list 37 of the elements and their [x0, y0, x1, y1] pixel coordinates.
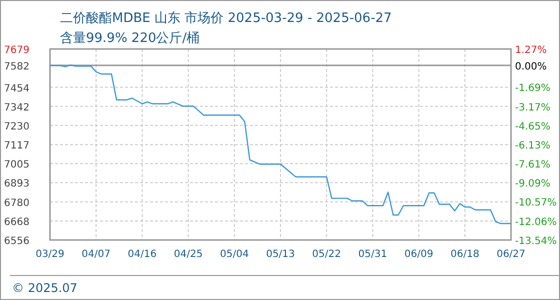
x-tick-label: 06/18: [450, 249, 480, 260]
y-tick-label: 7679: [4, 45, 30, 56]
y2-tick-label: -12.06%: [515, 216, 557, 228]
line-series: [49, 64, 512, 224]
y2-tick-label: -7.61%: [515, 160, 550, 171]
y2-tick-label: -9.09%: [515, 178, 550, 190]
y-tick-label: 6668: [4, 216, 30, 228]
x-tick-label: 03/29: [36, 249, 64, 260]
x-tick-label: 04/16: [128, 249, 157, 260]
x-tick-label: 06/09: [404, 249, 434, 260]
y2-tick-label: -13.54%: [515, 236, 557, 247]
chart-subtitle: 含量99.9% 220公斤/桶: [60, 31, 200, 46]
x-tick-label: 06/27: [496, 249, 526, 260]
x-tick-label: 04/07: [82, 249, 111, 260]
y2-tick-label: -4.65%: [515, 121, 550, 132]
y-tick-label: 6556: [4, 236, 30, 247]
x-tick-label: 05/13: [266, 249, 295, 260]
y2-tick-label: 0.00%: [515, 61, 547, 72]
chart-title: 二价酸酯MDBE 山东 市场价 2025-03-29 - 2025-06-27: [60, 11, 392, 26]
text: © 2025.07: [12, 281, 78, 295]
x-tick-label: 04/25: [174, 249, 203, 260]
x-tick-label: 05/22: [312, 249, 342, 260]
y2-tick-label: -6.13%: [515, 140, 550, 152]
y-tick-label: 6893: [4, 178, 30, 190]
y-tick-label: 7582: [4, 62, 30, 72]
y-tick-label: 7230: [4, 121, 30, 132]
y-tick-label: 7117: [4, 140, 30, 152]
x-tick-label: 05/04: [220, 249, 249, 260]
y-tick-label: 7342: [4, 102, 30, 114]
y2-tick-label: -3.17%: [515, 102, 550, 114]
x-tick-label: 05/31: [358, 249, 388, 260]
y2-tick-label: -10.57%: [515, 198, 557, 209]
y2-tick-label: -1.69%: [515, 83, 550, 94]
y2-tick-label: 1.27%: [515, 45, 547, 56]
y-tick-label: 7454: [4, 83, 30, 94]
y-tick-label: 7005: [4, 160, 30, 171]
y-tick-label: 6780: [4, 198, 30, 209]
